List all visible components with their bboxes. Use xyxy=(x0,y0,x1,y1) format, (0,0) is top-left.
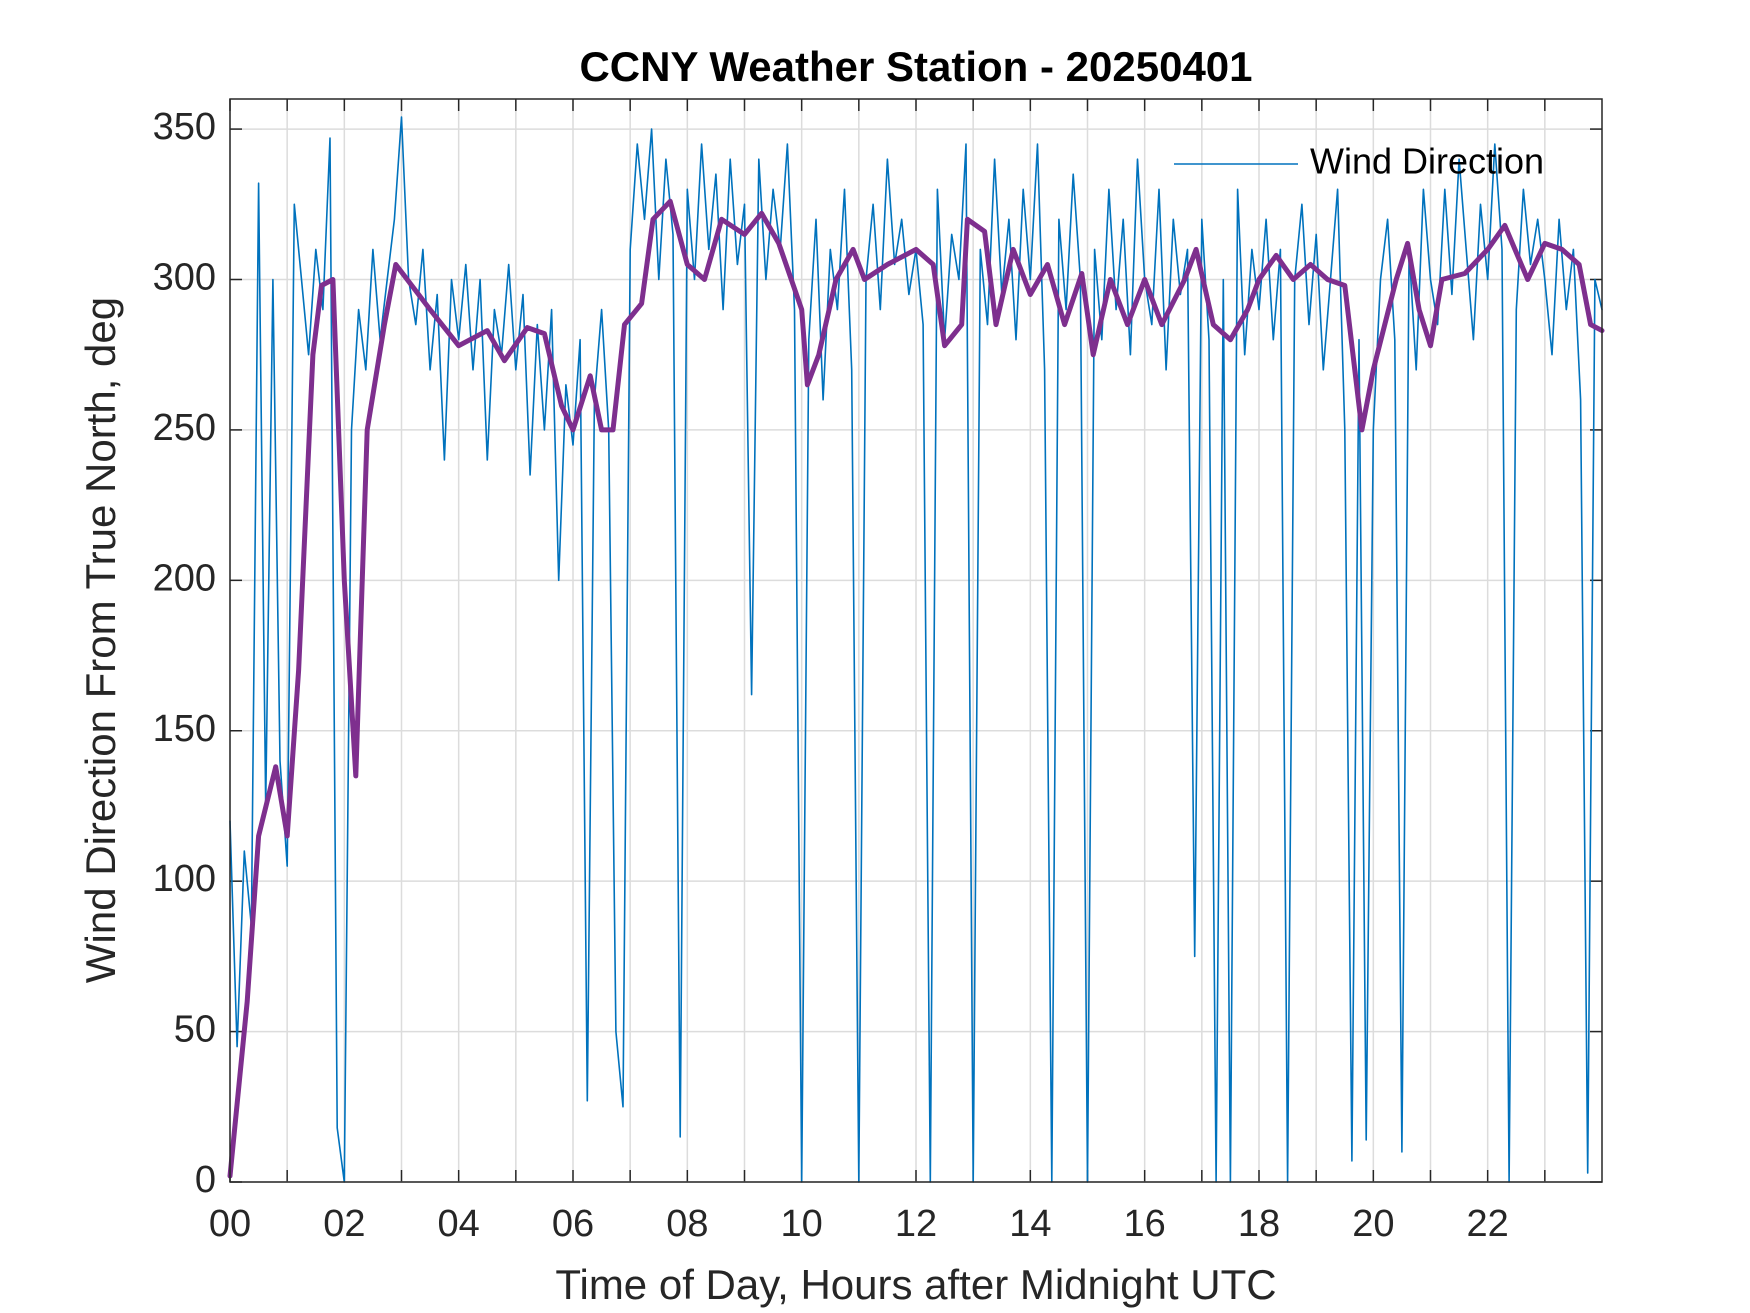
x-tick-label: 20 xyxy=(1352,1203,1394,1245)
legend-label: Wind Direction xyxy=(1310,141,1544,182)
x-tick-label: 00 xyxy=(209,1203,251,1245)
y-axis-label: Wind Direction From True North, deg xyxy=(77,297,124,983)
y-tick-label: 250 xyxy=(153,407,216,449)
x-tick-label: 18 xyxy=(1238,1203,1280,1245)
y-tick-label: 50 xyxy=(174,1009,216,1051)
y-tick-label: 100 xyxy=(153,858,216,900)
x-tick-label: 08 xyxy=(666,1203,708,1245)
data-line xyxy=(227,198,1605,1179)
x-tick-label: 10 xyxy=(781,1203,823,1245)
x-axis-label: Time of Day, Hours after Midnight UTC xyxy=(555,1261,1276,1308)
x-tick-label: 02 xyxy=(323,1203,365,1245)
y-tick-label: 350 xyxy=(153,106,216,148)
x-tick-label: 04 xyxy=(438,1203,480,1245)
y-tick-label: 0 xyxy=(195,1159,216,1201)
plot-frame xyxy=(229,98,1603,1183)
y-tick-label: 150 xyxy=(153,708,216,750)
x-tick-label: 06 xyxy=(552,1203,594,1245)
chart-title: CCNY Weather Station - 20250401 xyxy=(579,43,1252,90)
x-tick-label: 12 xyxy=(895,1203,937,1245)
x-tick-label: 14 xyxy=(1009,1203,1051,1245)
x-tick-label: 16 xyxy=(1124,1203,1166,1245)
y-tick-label: 200 xyxy=(153,557,216,599)
y-tick-label: 300 xyxy=(153,257,216,299)
x-tick-label: 22 xyxy=(1467,1203,1509,1245)
